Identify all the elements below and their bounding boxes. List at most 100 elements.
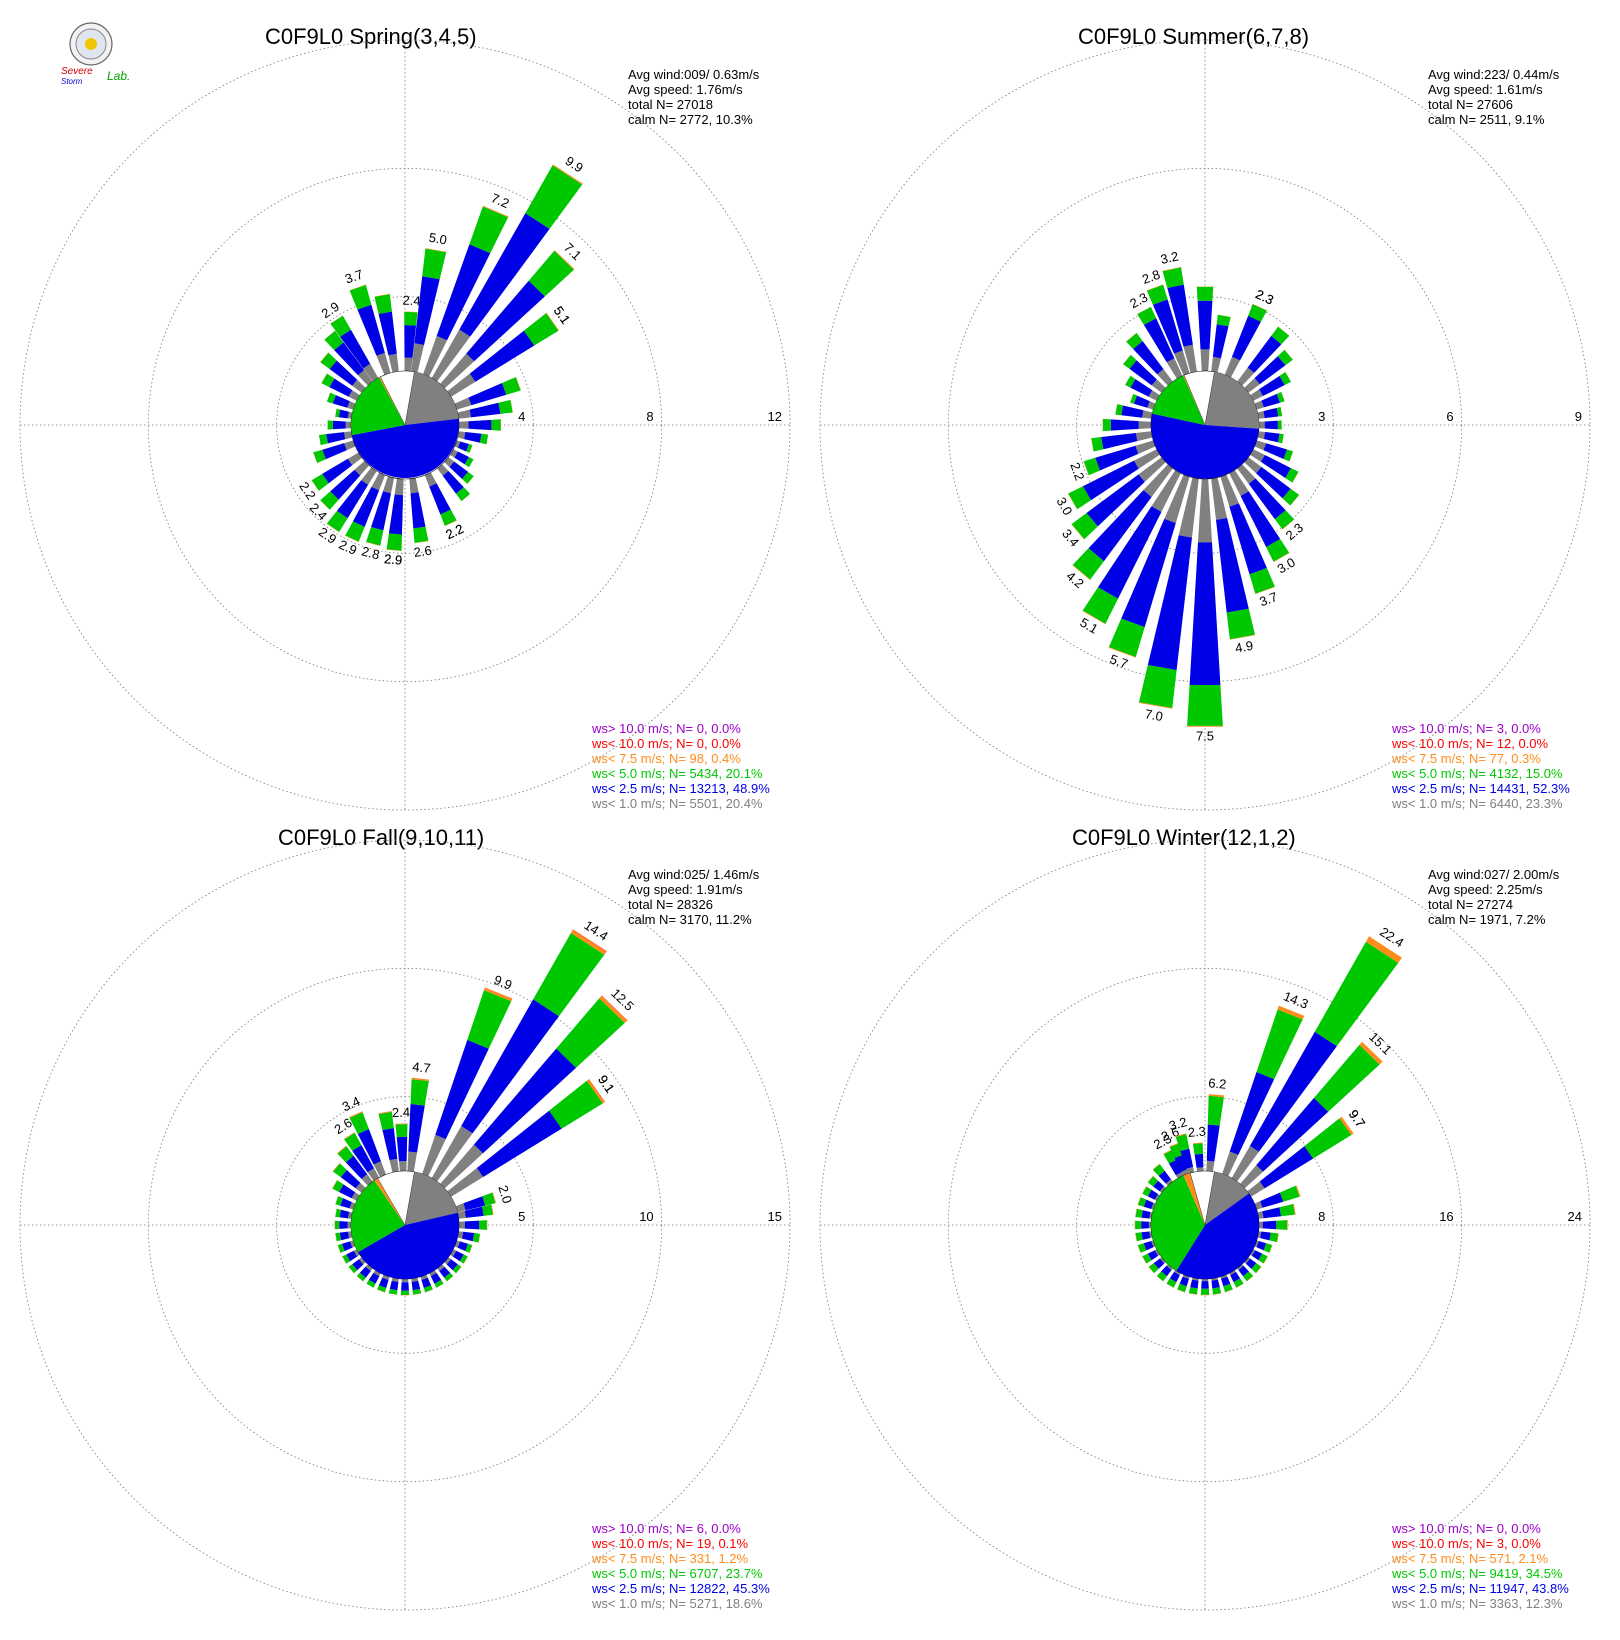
rose-2-bar-200-seg-4 — [377, 1289, 385, 1293]
rose-1-bar-250-seg-2 — [1083, 457, 1100, 476]
rose-3-bar-20 — [1222, 1005, 1305, 1177]
rose-3-bar-60 — [1247, 1116, 1354, 1197]
rose-2-bar-320 — [337, 1145, 373, 1186]
rose-2-bar-220-seg-0 — [365, 1264, 373, 1272]
rose-3-bar-160-seg-1 — [1221, 1276, 1231, 1287]
rose-1-bar-120-seg-0 — [1250, 449, 1265, 462]
rose-3-bar-90-seg-0 — [1258, 1221, 1263, 1229]
rose-0-bar-60 — [447, 312, 559, 397]
rose-1-bar-70 — [1254, 392, 1285, 410]
rose-2-bar-120-seg-3 — [463, 1256, 468, 1264]
rose-1-bar-70-seg-3 — [1281, 392, 1285, 402]
rose-2-bar-240-seg-4 — [342, 1256, 347, 1264]
rose-0-bar-230 — [320, 460, 370, 510]
rose-2-bar-300-seg-1 — [339, 1184, 356, 1199]
rose-1-bar-100-seg-2 — [1278, 433, 1284, 444]
rose-3-bar-label-5: 6.2 — [1208, 1075, 1227, 1092]
rose-1-bar-150 — [1229, 470, 1290, 563]
rose-1-bar-190-seg-1 — [1147, 535, 1192, 671]
rose-2-bar-240-seg-1 — [346, 1250, 358, 1262]
rose-3-bar-200-seg-2 — [1177, 1283, 1187, 1293]
rose-1-bar-80-seg-3 — [1280, 407, 1283, 417]
rose-fall-legend-3: ws< 7.5 m/s; N= 331, 1.2% — [591, 1551, 749, 1566]
rose-3-ring-label-1: 8 — [1318, 1209, 1325, 1224]
rose-fall-legend-4: ws< 5.0 m/s; N= 6707, 23.7% — [591, 1566, 763, 1581]
rose-summer-plot: 3 6 92.32.32.33.03.74.97.57.05.75.14.23.43… — [819, 39, 1591, 811]
rose-1-bar-40-seg-0 — [1237, 367, 1255, 386]
rose-2-bar-120-seg-4 — [463, 1256, 468, 1264]
rose-summer-legend-2: ws< 10.0 m/s; N= 12, 0.0% — [1391, 736, 1549, 751]
rose-fall-title: C0F9L0 Fall(9,10,11) — [278, 825, 484, 850]
rose-3-bar-200-seg-0 — [1182, 1274, 1190, 1279]
rose-3-bar-70-seg-3 — [1295, 1185, 1301, 1197]
rose-1-ring-label-2: 6 — [1446, 409, 1453, 424]
rose-fall-info-1: Avg wind:025/ 1.46m/s — [628, 867, 760, 882]
rose-3-bar-70-seg-1 — [1260, 1192, 1284, 1208]
rose-3-bar-110-seg-0 — [1254, 1240, 1259, 1248]
rose-3-bar-290-seg-3 — [1137, 1197, 1141, 1205]
rose-0-bar-310-seg-2 — [320, 352, 337, 370]
rose-0-bar-100-seg-2 — [479, 433, 489, 445]
rose-2-bar-200-seg-3 — [377, 1289, 385, 1293]
rose-0-bar-10-seg-3 — [425, 248, 447, 253]
rose-1-bar-150-seg-1 — [1240, 491, 1281, 548]
rose-2-bar-100-seg-3 — [478, 1233, 481, 1243]
rose-1-bar-250-seg-1 — [1095, 445, 1139, 471]
rose-2-bar-260 — [335, 1231, 353, 1242]
rose-3-bar-60-seg-1 — [1259, 1146, 1314, 1189]
rose-3-bar-30-seg-2 — [1314, 941, 1399, 1047]
rose-0-bar-20-seg-3 — [482, 205, 509, 218]
rose-0-bar-330 — [330, 315, 379, 382]
rose-0-bar-label-10: 5.0 — [428, 230, 448, 248]
rose-1-bar-330-seg-0 — [1166, 358, 1183, 379]
rose-3-bar-70-seg-2 — [1280, 1185, 1300, 1202]
rose-0-bar-290 — [326, 392, 356, 410]
rose-1-bar-110-seg-1 — [1263, 443, 1288, 459]
rose-3-bar-320-seg-2 — [1152, 1164, 1165, 1176]
rose-0-bar-340 — [349, 284, 391, 376]
rose-1-bar-250-seg-0 — [1135, 440, 1156, 454]
rose-winter-legend-1: ws> 10.0 m/s; N= 0, 0.0% — [1391, 1521, 1541, 1536]
rose-3-bar-240 — [1142, 1249, 1160, 1264]
rose-0-bar-110-seg-1 — [458, 441, 469, 452]
rose-1-bar-280-seg-3 — [1115, 404, 1118, 415]
rose-3-ring-label-2: 16 — [1439, 1209, 1453, 1224]
rose-2-bar-170-seg-2 — [412, 1289, 422, 1295]
rose-3-bar-340-seg-1 — [1174, 1154, 1188, 1172]
rose-2-bar-350-seg-0 — [389, 1158, 399, 1173]
rose-0-bar-280 — [335, 408, 353, 419]
rose-3-bar-40-seg-0 — [1240, 1165, 1264, 1189]
rose-0-bar-280-seg-1 — [338, 409, 349, 419]
rose-1-bar-200-seg-0 — [1164, 474, 1190, 524]
rose-3-bar-110 — [1254, 1240, 1273, 1253]
rose-0-bar-10-seg-0 — [411, 343, 424, 373]
rose-3-bar-label-22: 14.3 — [1281, 988, 1310, 1011]
rose-2-bar-230-seg-0 — [358, 1257, 366, 1265]
rose-3-pie-slice-1 — [1176, 1193, 1260, 1279]
rose-3-bar-250-seg-2 — [1137, 1243, 1147, 1253]
rose-2-bar-190-seg-1 — [389, 1280, 399, 1291]
rose-0-bar-20-seg-1 — [436, 244, 491, 341]
rose-2-bar-180-seg-2 — [400, 1290, 410, 1295]
rose-2-bar-190-seg-3 — [388, 1293, 397, 1295]
rose-3-bar-300-seg-0 — [1154, 1194, 1160, 1201]
rose-3-bar-280-seg-3 — [1135, 1208, 1137, 1217]
rose-0-bar-10-seg-1 — [414, 276, 440, 345]
rose-0-bar-130 — [444, 457, 474, 484]
rose-0-bar-120-seg-2 — [464, 457, 474, 468]
rose-0-bar-190-seg-3 — [386, 549, 402, 551]
rose-2-bar-100-seg-0 — [457, 1231, 464, 1239]
rose-1-bar-230-seg-0 — [1138, 457, 1166, 482]
rose-2-bar-290-seg-3 — [335, 1196, 339, 1205]
rose-summer: C0F9L0 Summer(6,7,8) 3 6 92.32.32.33.03.74… — [819, 24, 1591, 811]
rose-0-bar-240-seg-1 — [322, 458, 353, 484]
rose-2-pie-slice-1 — [358, 1212, 460, 1280]
rose-0-ring-label-3: 12 — [768, 409, 782, 424]
rose-1-bar-120-seg-3 — [1292, 471, 1299, 483]
rose-0-bar-0 — [404, 311, 418, 372]
rose-0-bar-90-seg-2 — [491, 419, 501, 431]
rose-2-bar-290 — [335, 1196, 356, 1210]
rose-2-bar-310-seg-2 — [333, 1163, 347, 1178]
rose-2-bar-340-seg-4 — [349, 1111, 363, 1118]
rose-1-bar-200 — [1108, 474, 1190, 658]
